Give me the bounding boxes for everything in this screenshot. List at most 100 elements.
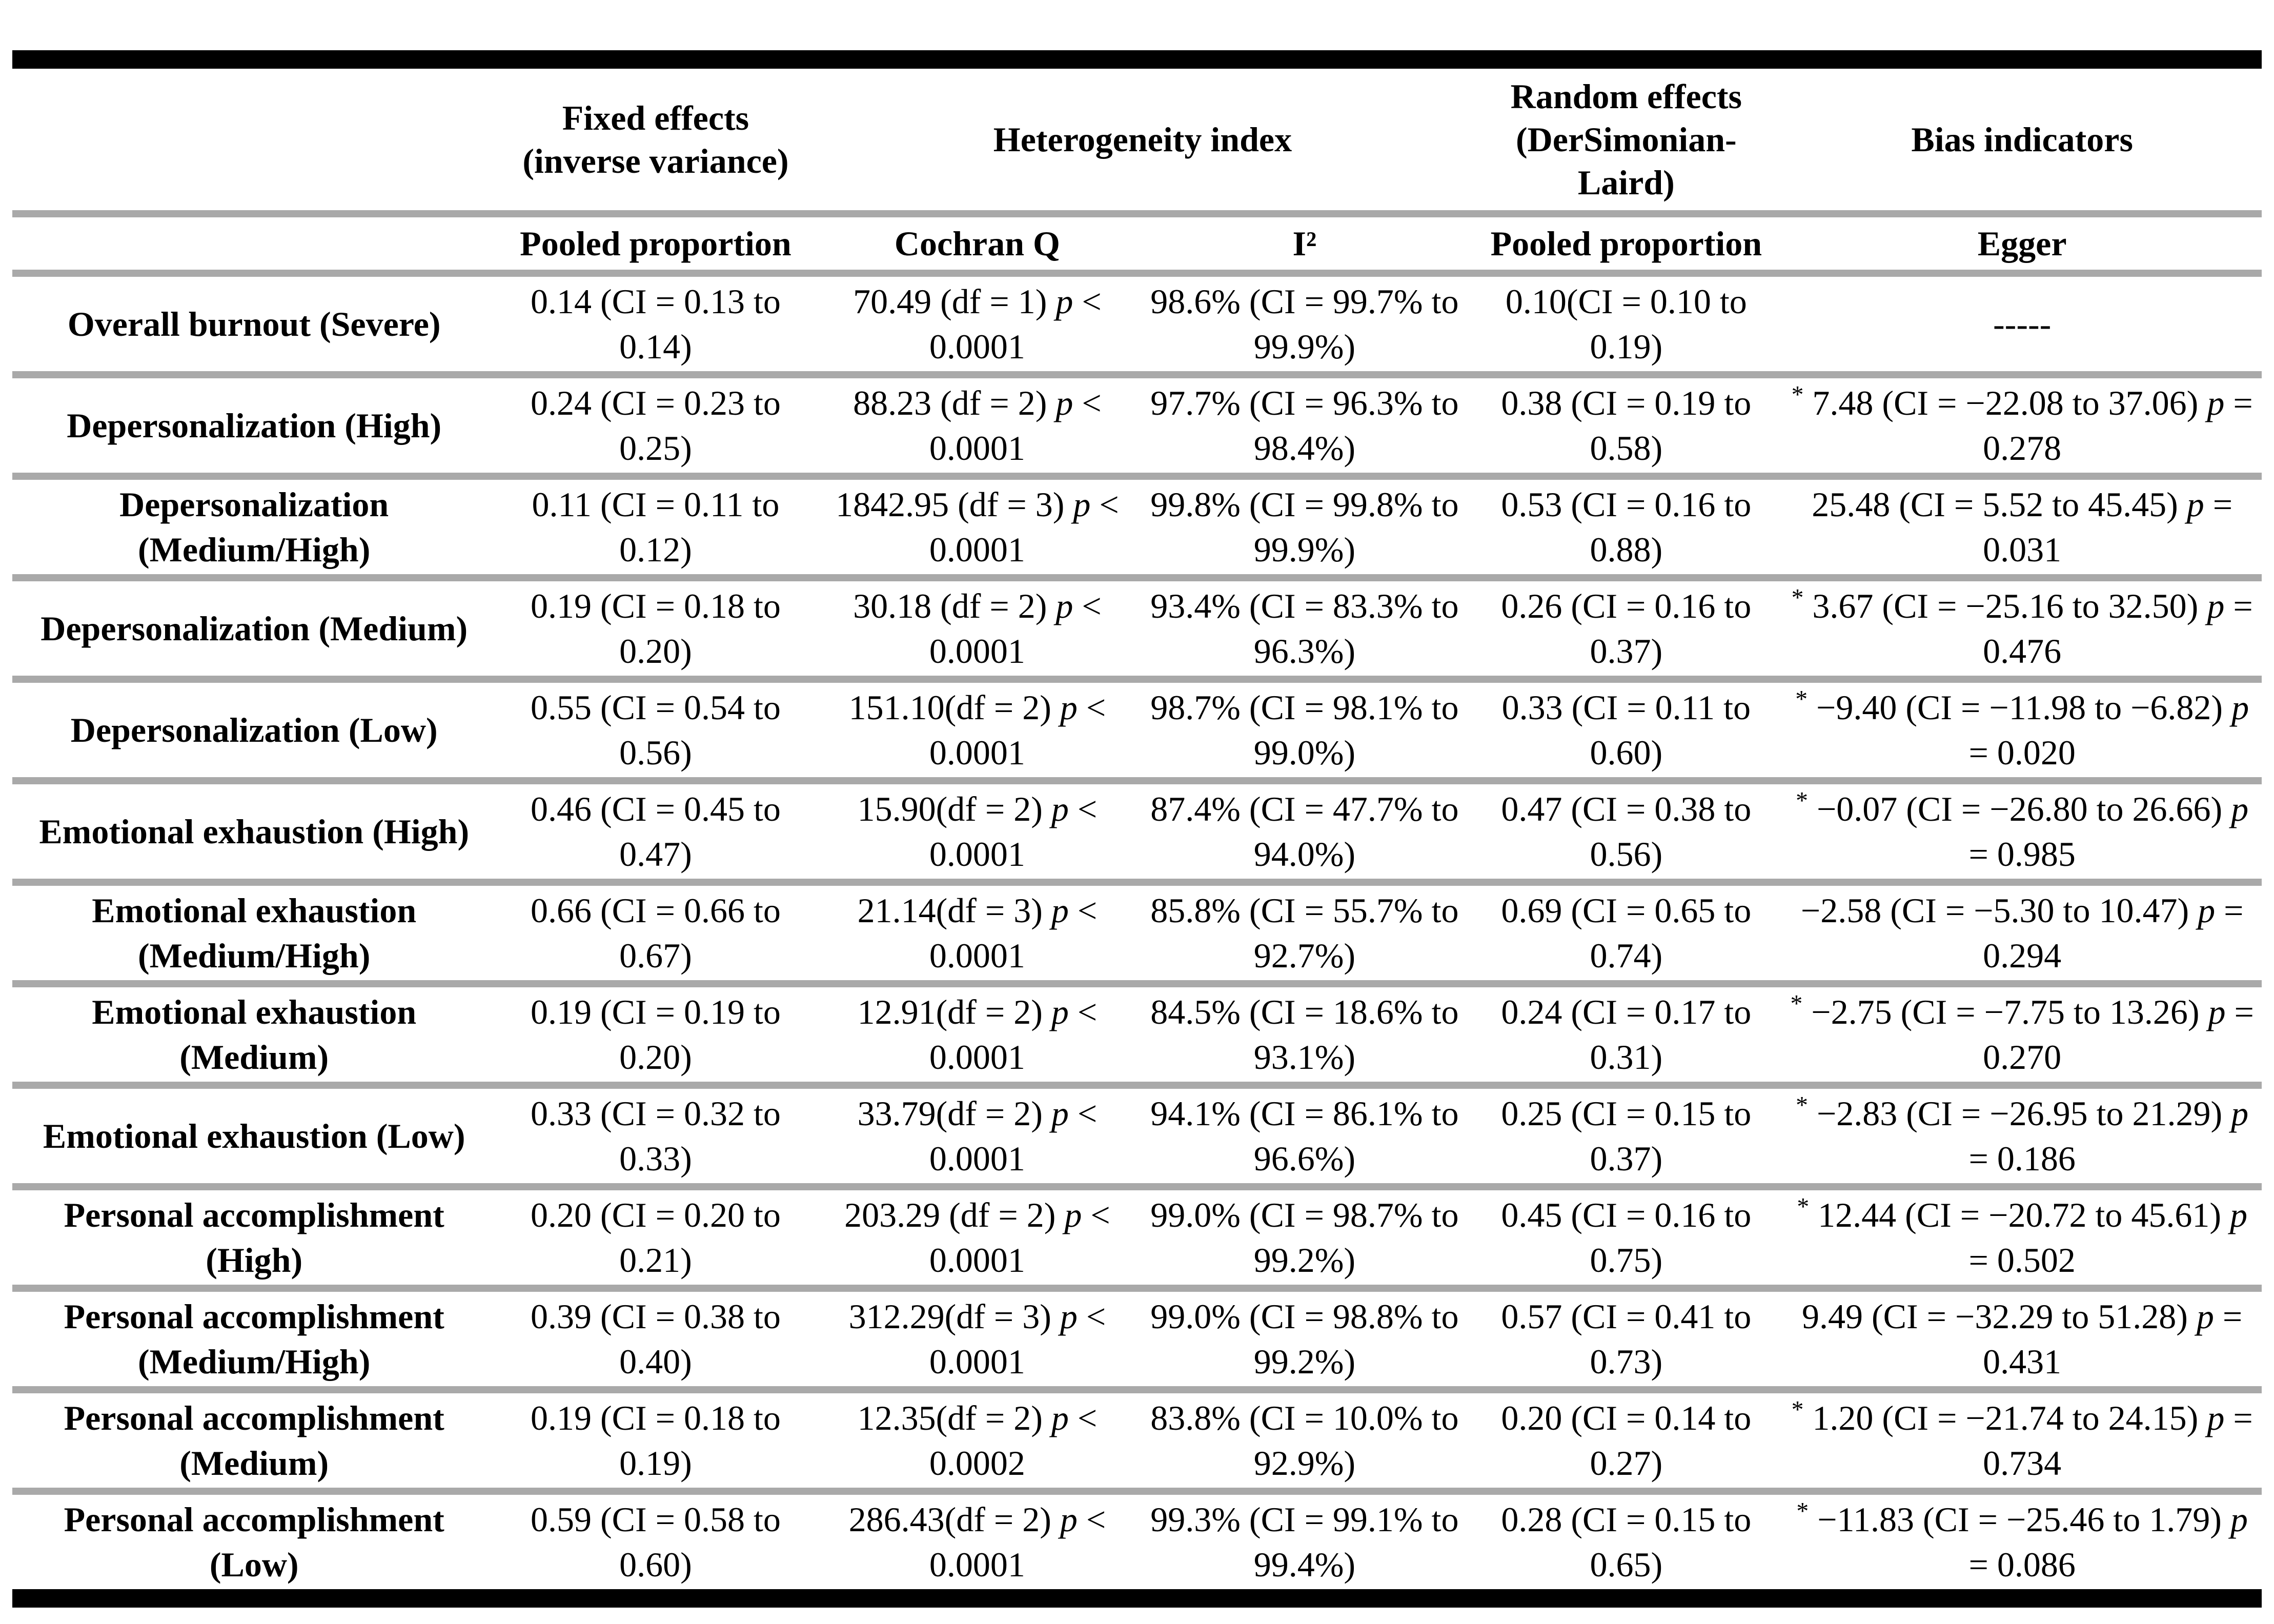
fixed-pooled-proportion-cell: 0.14 (CI = 0.13 to 0.14) xyxy=(531,282,781,366)
random-pooled-proportion-cell: 0.20 (CI = 0.14 to 0.27) xyxy=(1501,1398,1752,1483)
cochran-q-cell: 203.29 (df = 2) p < 0.0001 xyxy=(844,1195,1110,1280)
sub-header-egger: Egger xyxy=(1977,224,2067,263)
cochran-q-cell: 1842.95 (df = 3) p < 0.0001 xyxy=(836,485,1119,569)
random-pooled-proportion-cell: 0.47 (CI = 0.38 to 0.56) xyxy=(1501,789,1752,874)
table-row: Depersonalization (High) 0.24 (CI = 0.23 … xyxy=(12,375,2262,476)
row-label: Depersonalization (Low) xyxy=(70,710,438,749)
random-pooled-proportion-cell: 0.57 (CI = 0.41 to 0.73) xyxy=(1501,1297,1752,1381)
fixed-pooled-proportion-cell: 0.11 (CI = 0.11 to 0.12) xyxy=(532,485,780,569)
egger-cell: 9.49 (CI = −32.29 to 51.28) p = 0.431 xyxy=(1802,1297,2243,1381)
i2-cell: 99.3% (CI = 99.1% to 99.4%) xyxy=(1150,1500,1459,1584)
sub-header-pooled-proportion-fixed: Pooled proportion xyxy=(520,224,791,263)
fixed-pooled-proportion-cell: 0.66 (CI = 0.66 to 0.67) xyxy=(531,891,781,975)
egger-cell: * 7.48 (CI = −22.08 to 37.06) p = 0.278 xyxy=(1791,381,2253,468)
egger-cell: ----- xyxy=(1993,304,2052,343)
row-label: Personal accomplishment (Medium/High) xyxy=(64,1297,444,1381)
i2-cell: 99.0% (CI = 98.7% to 99.2%) xyxy=(1150,1195,1459,1280)
i2-cell: 98.6% (CI = 99.7% to 99.9%) xyxy=(1150,282,1459,366)
group-header-fixed-effects: Fixed effects (inverse variance) xyxy=(522,98,789,180)
row-label: Personal accomplishment (Low) xyxy=(64,1500,444,1584)
fixed-pooled-proportion-cell: 0.24 (CI = 0.23 to 0.25) xyxy=(531,383,781,468)
i2-cell: 84.5% (CI = 18.6% to 93.1%) xyxy=(1150,992,1459,1077)
group-header-random-effects: Random effects (DerSimonian-Laird) xyxy=(1510,77,1742,202)
egger-cell: * 1.20 (CI = −21.74 to 24.15) p = 0.734 xyxy=(1791,1396,2253,1483)
cochran-q-cell: 88.23 (df = 2) p < 0.0001 xyxy=(853,383,1102,468)
table-header: Fixed effects (inverse variance) Heterog… xyxy=(12,59,2262,273)
i2-cell: 99.8% (CI = 99.8% to 99.9%) xyxy=(1150,485,1459,569)
egger-cell: * −9.40 (CI = −11.98 to −6.82) p = 0.020 xyxy=(1795,686,2249,772)
sub-header-empty xyxy=(12,214,496,273)
table-row: Emotional exhaustion (High) 0.46 (CI = 0.… xyxy=(12,781,2262,882)
i2-cell: 94.1% (CI = 86.1% to 96.6%) xyxy=(1150,1094,1459,1178)
table-row: Overall burnout (Severe) 0.14 (CI = 0.13 … xyxy=(12,273,2262,375)
row-label: Depersonalization (High) xyxy=(67,406,442,445)
random-pooled-proportion-cell: 0.45 (CI = 0.16 to 0.75) xyxy=(1501,1195,1752,1280)
group-header-bias-indicators: Bias indicators xyxy=(1911,120,2133,159)
cochran-q-cell: 151.10(df = 2) p < 0.0001 xyxy=(848,688,1106,772)
cochran-q-cell: 312.29(df = 3) p < 0.0001 xyxy=(848,1297,1106,1381)
egger-cell: * 12.44 (CI = −20.72 to 45.61) p = 0.502 xyxy=(1797,1193,2247,1280)
random-pooled-proportion-cell: 0.28 (CI = 0.15 to 0.65) xyxy=(1501,1500,1752,1584)
i2-cell: 85.8% (CI = 55.7% to 92.7%) xyxy=(1150,891,1459,975)
egger-cell: * −2.75 (CI = −7.75 to 13.26) p = 0.270 xyxy=(1790,990,2254,1077)
i2-cell: 93.4% (CI = 83.3% to 96.3%) xyxy=(1150,586,1459,671)
table-row: Personal accomplishment (Low) 0.59 (CI = … xyxy=(12,1491,2262,1598)
table-row: Depersonalization (Medium/High) 0.11 (CI … xyxy=(12,476,2262,578)
cochran-q-cell: 30.18 (df = 2) p < 0.0001 xyxy=(853,586,1102,671)
row-label: Personal accomplishment (High) xyxy=(64,1195,444,1280)
cochran-q-cell: 15.90(df = 2) p < 0.0001 xyxy=(857,789,1098,874)
sub-header-pooled-proportion-random: Pooled proportion xyxy=(1490,224,1762,263)
fixed-pooled-proportion-cell: 0.20 (CI = 0.20 to 0.21) xyxy=(531,1195,781,1280)
i2-cell: 83.8% (CI = 10.0% to 92.9%) xyxy=(1150,1398,1459,1483)
sub-header-row: Pooled proportion Cochran Q I² Pooled pr… xyxy=(12,214,2262,273)
table-row: Emotional exhaustion (Medium/High) 0.66 (… xyxy=(12,882,2262,984)
egger-cell: * −2.83 (CI = −26.95 to 21.29) p = 0.186 xyxy=(1796,1092,2249,1178)
cochran-q-cell: 286.43(df = 2) p < 0.0001 xyxy=(848,1500,1106,1584)
fixed-pooled-proportion-cell: 0.39 (CI = 0.38 to 0.40) xyxy=(531,1297,781,1381)
fixed-pooled-proportion-cell: 0.19 (CI = 0.18 to 0.20) xyxy=(531,586,781,671)
random-pooled-proportion-cell: 0.24 (CI = 0.17 to 0.31) xyxy=(1501,992,1752,1077)
table-row: Personal accomplishment (Medium) 0.19 (CI… xyxy=(12,1390,2262,1491)
row-label: Depersonalization (Medium/High) xyxy=(119,485,389,569)
row-label: Emotional exhaustion (High) xyxy=(39,812,470,851)
table-row: Depersonalization (Low) 0.55 (CI = 0.54 t… xyxy=(12,679,2262,781)
egger-cell: 25.48 (CI = 5.52 to 45.45) p = 0.031 xyxy=(1812,485,2233,569)
meta-analysis-table: Fixed effects (inverse variance) Heterog… xyxy=(12,50,2262,1608)
i2-cell: 99.0% (CI = 98.8% to 99.2%) xyxy=(1150,1297,1459,1381)
i2-cell: 87.4% (CI = 47.7% to 94.0%) xyxy=(1150,789,1459,874)
fixed-pooled-proportion-cell: 0.33 (CI = 0.32 to 0.33) xyxy=(531,1094,781,1178)
row-label: Personal accomplishment (Medium) xyxy=(64,1398,444,1483)
fixed-pooled-proportion-cell: 0.19 (CI = 0.19 to 0.20) xyxy=(531,992,781,1077)
random-pooled-proportion-cell: 0.38 (CI = 0.19 to 0.58) xyxy=(1501,383,1752,468)
table-row: Depersonalization (Medium) 0.19 (CI = 0.1… xyxy=(12,578,2262,679)
random-pooled-proportion-cell: 0.26 (CI = 0.16 to 0.37) xyxy=(1501,586,1752,671)
group-header-heterogeneity-index: Heterogeneity index xyxy=(993,120,1292,159)
egger-cell: * 3.67 (CI = −25.16 to 32.50) p = 0.476 xyxy=(1791,584,2253,671)
group-header-empty xyxy=(12,59,496,214)
cochran-q-cell: 70.49 (df = 1) p < 0.0001 xyxy=(853,282,1102,366)
fixed-pooled-proportion-cell: 0.55 (CI = 0.54 to 0.56) xyxy=(531,688,781,772)
random-pooled-proportion-cell: 0.25 (CI = 0.15 to 0.37) xyxy=(1501,1094,1752,1178)
i2-cell: 98.7% (CI = 98.1% to 99.0%) xyxy=(1150,688,1459,772)
i2-cell: 97.7% (CI = 96.3% to 98.4%) xyxy=(1150,383,1459,468)
table-body: Overall burnout (Severe) 0.14 (CI = 0.13 … xyxy=(12,273,2262,1598)
cochran-q-cell: 33.79(df = 2) p < 0.0001 xyxy=(857,1094,1098,1178)
row-label: Emotional exhaustion (Low) xyxy=(43,1116,465,1155)
table-row: Emotional exhaustion (Medium) 0.19 (CI = … xyxy=(12,984,2262,1085)
egger-cell: * −11.83 (CI = −25.46 to 1.79) p = 0.086 xyxy=(1796,1498,2248,1584)
egger-cell: −2.58 (CI = −5.30 to 10.47) p = 0.294 xyxy=(1800,891,2244,975)
group-header-row: Fixed effects (inverse variance) Heterog… xyxy=(12,59,2262,214)
egger-cell: * −0.07 (CI = −26.80 to 26.66) p = 0.985 xyxy=(1796,787,2249,874)
random-pooled-proportion-cell: 0.10(CI = 0.10 to 0.19) xyxy=(1505,282,1747,366)
row-label: Emotional exhaustion (Medium/High) xyxy=(92,891,417,975)
row-label: Depersonalization (Medium) xyxy=(40,609,468,648)
row-label: Overall burnout (Severe) xyxy=(67,304,441,343)
table-row: Emotional exhaustion (Low) 0.33 (CI = 0.3… xyxy=(12,1085,2262,1187)
fixed-pooled-proportion-cell: 0.19 (CI = 0.18 to 0.19) xyxy=(531,1398,781,1483)
random-pooled-proportion-cell: 0.33 (CI = 0.11 to 0.60) xyxy=(1501,688,1751,772)
sub-header-i2: I² xyxy=(1292,224,1317,263)
table-row: Personal accomplishment (Medium/High) 0.3… xyxy=(12,1288,2262,1390)
cochran-q-cell: 12.35(df = 2) p < 0.0002 xyxy=(857,1398,1098,1483)
row-label: Emotional exhaustion (Medium) xyxy=(92,992,417,1077)
